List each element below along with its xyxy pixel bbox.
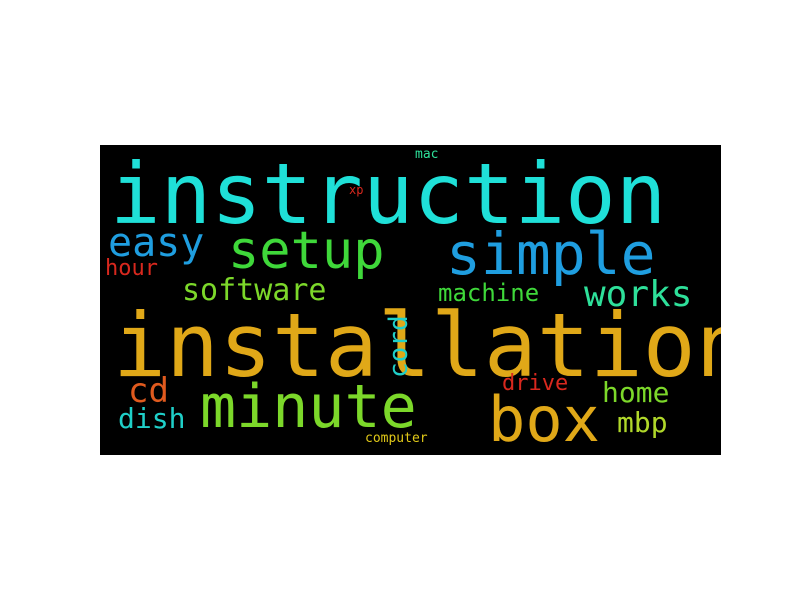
word-mac: mac (415, 147, 439, 162)
word-cd: cd (128, 371, 169, 411)
word-software: software (182, 273, 327, 308)
word-home: home (602, 376, 670, 409)
word-drive: drive (502, 371, 569, 396)
word-xp: xp (349, 183, 364, 197)
word-mbp: mbp (617, 406, 668, 439)
word-cloud: instruction installation setup simple ea… (100, 145, 721, 455)
word-instruction: instruction (110, 145, 667, 243)
word-cord: cord (384, 315, 414, 378)
word-setup: setup (228, 221, 385, 281)
word-hour: hour (105, 256, 158, 281)
word-installation: installation (113, 294, 721, 397)
word-simple: simple (446, 220, 656, 288)
word-box: box (488, 383, 600, 455)
word-easy: easy (108, 220, 205, 266)
word-minute: minute (200, 372, 417, 442)
word-works: works (584, 274, 693, 315)
word-machine: machine (438, 279, 540, 307)
word-computer: computer (365, 431, 428, 446)
word-dish: dish (118, 402, 186, 435)
